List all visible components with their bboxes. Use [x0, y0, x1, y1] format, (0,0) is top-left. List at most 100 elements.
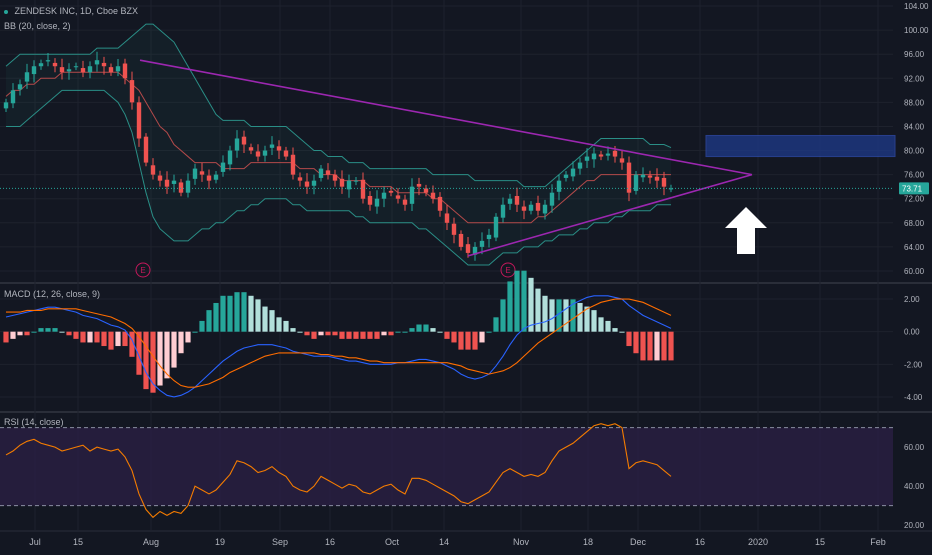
x-tick-label: Jul	[29, 537, 41, 547]
candle-body	[31, 66, 37, 75]
candle-body	[423, 188, 429, 193]
bb-label: BB (20, close, 2)	[4, 21, 71, 31]
candle-body	[605, 153, 611, 156]
macd-histogram-bar	[458, 331, 464, 350]
macd-histogram-bar	[500, 299, 506, 332]
macd-histogram-bar	[248, 295, 254, 332]
macd-histogram-bar	[640, 331, 646, 361]
candle-body	[318, 168, 324, 178]
rsi-legend: RSI (14, close)	[4, 417, 68, 427]
macd-histogram-bar	[31, 331, 37, 333]
resistance-zone	[705, 134, 896, 158]
macd-histogram-bar	[472, 331, 478, 350]
macd-tick-label: -2.00	[904, 360, 923, 369]
bollinger-fill	[6, 24, 671, 265]
price-tick-label: 88.00	[904, 98, 925, 107]
candle-body	[409, 186, 415, 204]
macd-histogram-bar	[367, 331, 373, 339]
candle-body	[290, 154, 296, 175]
candle-body	[493, 216, 499, 238]
candle-body	[612, 150, 618, 157]
signal-line	[6, 298, 672, 388]
candle-body	[52, 62, 58, 67]
candle-body	[563, 174, 569, 178]
candle-body	[94, 60, 100, 65]
macd-histogram-bar	[24, 331, 30, 336]
macd-histogram-bar	[360, 331, 366, 339]
candle-body	[87, 66, 93, 73]
candle-body	[402, 199, 408, 205]
macd-histogram-bar	[3, 331, 9, 343]
candle-body	[472, 246, 478, 255]
macd-histogram-bar	[136, 331, 142, 375]
trendline	[467, 173, 753, 257]
macd-histogram-bar	[318, 331, 324, 336]
macd-histogram-bar	[451, 331, 457, 343]
macd-histogram-bar	[108, 331, 114, 350]
candle-body	[192, 168, 198, 179]
macd-histogram-bar	[423, 324, 429, 332]
rsi-band-fill	[0, 427, 893, 506]
macd-tick-label: -4.00	[904, 393, 923, 402]
macd-histogram-bar	[241, 292, 247, 332]
macd-histogram-bar	[311, 331, 317, 339]
x-tick-label: Dec	[630, 537, 647, 547]
macd-histogram-bar	[353, 331, 359, 339]
macd-histogram-bar	[276, 317, 282, 332]
macd-histogram-bar	[612, 328, 618, 332]
macd-histogram-bar	[535, 288, 541, 332]
candle-body	[227, 150, 233, 165]
price-tick-label: 92.00	[904, 74, 925, 83]
candle-body	[24, 72, 30, 82]
bb-legend: BB (20, close, 2)	[4, 21, 75, 31]
candle-body	[80, 68, 86, 73]
candle-body	[150, 165, 156, 175]
candle-body	[360, 179, 366, 199]
candle-body	[591, 153, 597, 160]
candle-body	[451, 223, 457, 235]
earnings-marker	[135, 262, 151, 278]
candle-body	[542, 204, 548, 214]
macd-histogram-bar	[598, 317, 604, 332]
x-tick-label: Sep	[272, 537, 288, 547]
macd-histogram-bar	[66, 331, 72, 336]
macd-histogram-bar	[227, 295, 233, 332]
candle-body	[206, 175, 212, 181]
macd-histogram-bar	[605, 320, 611, 332]
candle-body	[248, 147, 254, 151]
rsi-label: RSI (14, close)	[4, 417, 64, 427]
candle-body	[122, 63, 128, 79]
macd-histogram-bar	[171, 331, 177, 368]
candle-body	[283, 150, 289, 157]
macd-histogram-bar	[346, 331, 352, 339]
candle-body	[199, 171, 205, 175]
macd-histogram-bar	[591, 310, 597, 332]
macd-histogram-bar	[556, 299, 562, 332]
x-tick-label: Aug	[143, 537, 159, 547]
candle-body	[101, 62, 107, 67]
macd-histogram-bar	[668, 331, 674, 361]
macd-histogram-bar	[290, 328, 296, 332]
macd-histogram-bar	[584, 306, 590, 332]
candle-body	[108, 67, 114, 73]
macd-histogram-bar	[52, 328, 58, 332]
candle-body	[626, 162, 632, 193]
rsi-tick-label: 20.00	[904, 521, 925, 530]
candle-body	[374, 198, 380, 207]
candle-body	[17, 84, 23, 90]
price-tick-label: 84.00	[904, 122, 925, 131]
candle-body	[430, 192, 436, 199]
candle-body	[66, 69, 72, 72]
macd-histogram-bar	[416, 324, 422, 332]
macd-histogram-bar	[479, 331, 485, 343]
candle-body	[528, 204, 534, 211]
candle-body	[458, 233, 464, 247]
candle-body	[486, 234, 492, 240]
candle-body	[353, 180, 359, 182]
macd-histogram-bar	[101, 331, 107, 347]
price-tick-label: 72.00	[904, 195, 925, 204]
candle-body	[647, 175, 653, 178]
candle-body	[136, 102, 142, 139]
